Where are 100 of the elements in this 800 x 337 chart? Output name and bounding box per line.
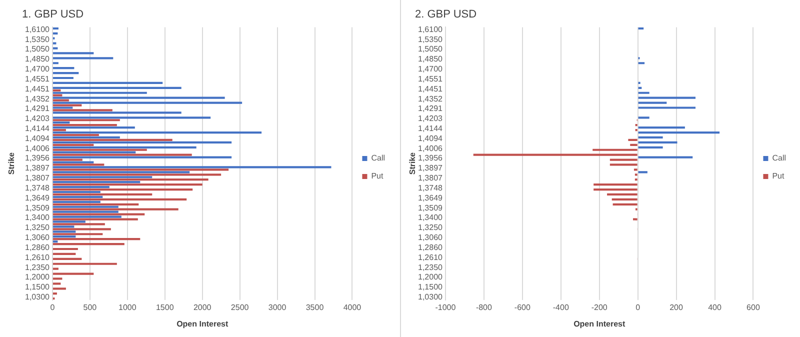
y-tick-label: 1,3060: [418, 233, 444, 242]
y-tick-label: 1,3400: [418, 213, 444, 222]
bar: [52, 141, 232, 144]
y-tick-label: 1,4203: [418, 114, 444, 124]
bar: [52, 164, 104, 166]
bar: [52, 151, 136, 154]
legend-label: Call: [772, 154, 786, 163]
bar: [52, 238, 140, 240]
bar: [52, 196, 103, 198]
bar: [638, 126, 685, 129]
y-axis-title: Strike: [7, 152, 16, 175]
bar: [52, 86, 182, 89]
bar: [52, 186, 110, 188]
bar: [52, 252, 76, 256]
bar: [52, 112, 182, 114]
bar: [52, 134, 99, 136]
y-tick-label: 1,4094: [25, 134, 50, 143]
bar: [52, 62, 58, 64]
bar: [52, 236, 76, 238]
bar: [52, 213, 145, 216]
bar: [52, 200, 100, 203]
x-tick-label: 0: [636, 302, 641, 312]
y-tick-label: 1,3807: [418, 174, 444, 183]
bar: [52, 178, 208, 181]
y-tick-label: 1,4551: [418, 74, 444, 84]
x-tick-label: 500: [83, 302, 98, 312]
bar: [638, 146, 663, 148]
bar: [52, 168, 229, 171]
y-tick-label: 1,3250: [418, 223, 444, 232]
bar: [52, 282, 61, 285]
bar: [52, 122, 70, 124]
bar: [638, 116, 650, 119]
y-tick-label: 1,4144: [418, 124, 444, 134]
bar: [52, 146, 196, 148]
bar: [52, 248, 78, 250]
x-tick-label: -1000: [435, 302, 456, 312]
bar: [630, 144, 638, 146]
y-tick-label: 1,1500: [418, 282, 444, 292]
bar: [592, 148, 638, 151]
bar: [52, 158, 82, 161]
y-tick-label: 1,4451: [418, 84, 444, 94]
y-axis-title: Strike: [408, 152, 418, 175]
bar: [52, 226, 74, 228]
y-tick-label: 1,3956: [418, 154, 444, 163]
bar: [52, 47, 58, 50]
bar: [52, 218, 138, 220]
x-tick-label: 0: [50, 302, 56, 312]
y-tick-label: 1,4700: [25, 64, 50, 74]
x-axis-title: Open Interest: [574, 319, 626, 328]
y-tick-label: 1,3649: [25, 193, 50, 202]
chart-title: 1. GBP USD: [22, 8, 84, 21]
bar: [52, 148, 147, 151]
y-tick-label: 1,4203: [25, 114, 50, 124]
y-tick-label: 1,4094: [418, 134, 444, 143]
bar: [52, 233, 103, 236]
bar: [52, 109, 112, 112]
y-tick-label: 1,1500: [25, 282, 50, 292]
legend-label: Call: [371, 154, 386, 163]
y-tick-label: 1,5350: [418, 34, 444, 44]
bar: [52, 116, 211, 119]
y-tick-label: 1,2000: [418, 272, 444, 282]
bar: [52, 208, 178, 210]
bar: [52, 278, 62, 280]
bar: [52, 228, 111, 230]
bar: [52, 220, 86, 223]
y-tick-label: 1,2000: [25, 272, 50, 282]
y-tick-label: 1,2350: [25, 262, 50, 272]
y-tick-label: 1,2610: [418, 252, 444, 262]
bar: [638, 27, 644, 30]
bar: [52, 206, 118, 208]
bar: [52, 138, 172, 142]
bar: [52, 171, 190, 174]
y-tick-label: 1,3748: [418, 183, 444, 192]
bar: [638, 136, 663, 139]
bar: [52, 154, 192, 156]
bar: [52, 92, 147, 94]
y-tick-label: 1,4352: [418, 94, 444, 104]
y-tick-label: 1,3897: [418, 164, 444, 173]
bar: [52, 181, 140, 184]
y-tick-label: 1,2860: [25, 242, 50, 252]
y-tick-label: 1,0300: [418, 292, 444, 302]
bar: [594, 188, 638, 191]
y-tick-label: 1,6100: [25, 24, 50, 34]
bar: [610, 164, 638, 166]
bar: [52, 99, 69, 102]
bar: [52, 242, 124, 246]
y-tick-label: 1,4352: [25, 94, 50, 104]
y-tick-label: 1,3748: [25, 183, 50, 192]
bar: [52, 27, 58, 30]
bar: [52, 292, 57, 295]
bar: [52, 262, 117, 265]
x-tick-label: 1500: [156, 302, 174, 312]
bar: [638, 102, 667, 104]
bar: [52, 223, 105, 226]
bar: [52, 272, 94, 275]
legend-label: Put: [772, 172, 786, 181]
y-tick-label: 1,4551: [25, 74, 50, 84]
x-tick-label: 4000: [343, 302, 362, 312]
bar: [52, 203, 139, 206]
y-tick-label: 1,3956: [25, 154, 50, 163]
